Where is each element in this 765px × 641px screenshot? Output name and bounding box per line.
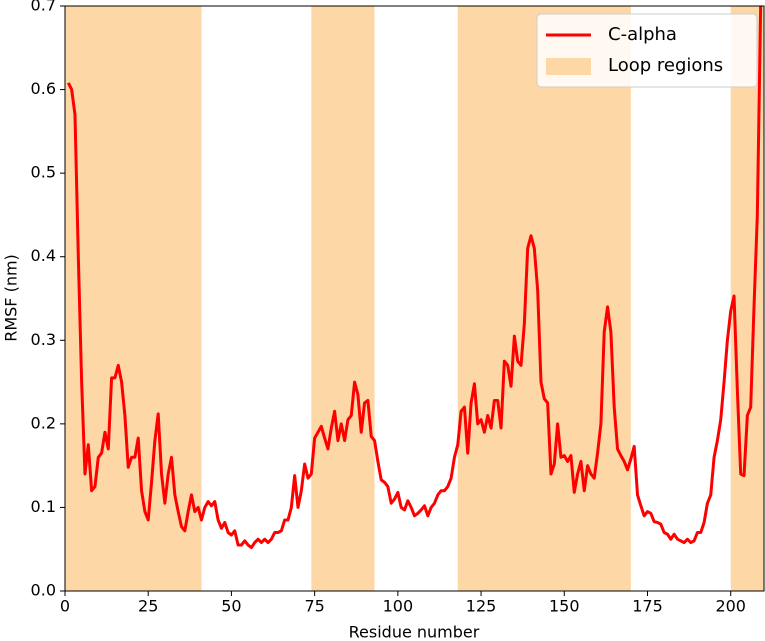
y-tick-label: 0.1: [31, 497, 56, 516]
x-tick-label: 0: [60, 597, 70, 616]
legend-label: C-alpha: [608, 24, 677, 45]
legend-label: Loop regions: [608, 55, 723, 76]
x-axis-label: Residue number: [349, 623, 480, 641]
x-tick-label: 100: [383, 597, 414, 616]
line-layer: [66, 6, 763, 550]
loop-region: [311, 6, 375, 591]
y-tick-label: 0.3: [31, 330, 56, 349]
rmsf-line: [66, 6, 763, 550]
y-tick-label: 0.2: [31, 413, 56, 432]
loop-region: [457, 6, 631, 591]
x-tick-label: 150: [549, 597, 580, 616]
x-tick-label: 25: [138, 597, 158, 616]
y-tick-label: 0.5: [31, 163, 56, 182]
x-tick-label: 200: [715, 597, 746, 616]
legend-box: [536, 13, 758, 88]
regions-layer: [65, 6, 764, 591]
legend-patch: [546, 58, 591, 75]
x-tick-label: 50: [221, 597, 241, 616]
loop-region: [65, 6, 202, 591]
plot-frame: [64, 5, 765, 592]
x-tick-label: 75: [304, 597, 324, 616]
legend: C-alpha Loop regions: [536, 13, 758, 88]
x-tick-label: 125: [466, 597, 497, 616]
axis-layer: 0 25 50 75 100 125 150 175 200 0.0 0.1 0.2 0.3 0.4 0.5…: [31, 0, 746, 616]
y-axis-label: RMSF (nm): [2, 254, 21, 342]
y-tick-label: 0.6: [31, 79, 56, 98]
y-tick-label: 0.4: [31, 246, 56, 265]
x-tick-label: 175: [632, 597, 663, 616]
y-tick-label: 0.0: [31, 581, 56, 600]
y-tick-label: 0.7: [31, 0, 56, 15]
